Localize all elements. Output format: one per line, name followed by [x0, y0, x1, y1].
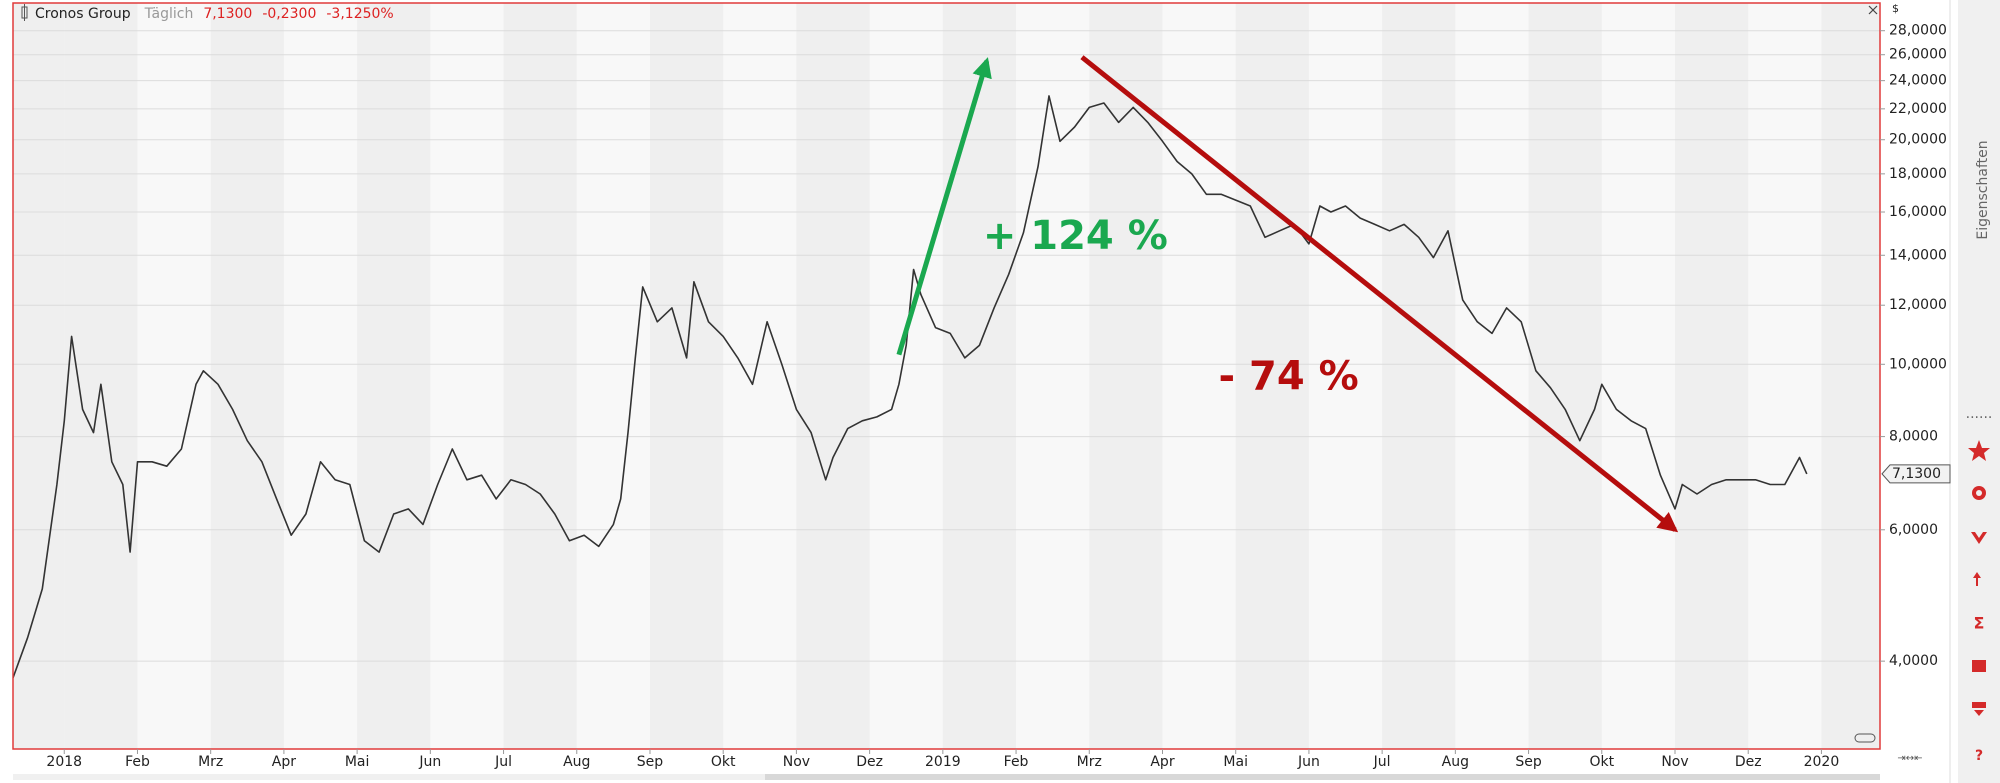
plot-area [13, 3, 1880, 749]
month-band [1674, 3, 1749, 749]
x-tick-label: Mrz [198, 754, 223, 770]
y-tick-label: 26,0000 [1889, 47, 1947, 63]
calendar-icon[interactable] [1972, 660, 1986, 672]
change: -0,2300 [262, 6, 316, 22]
y-tick-label: 4,0000 [1889, 653, 1938, 669]
month-band [1089, 3, 1163, 749]
instrument-name: Cronos Group [35, 6, 131, 22]
month-band [503, 3, 577, 749]
x-tick-label: Aug [563, 754, 590, 770]
x-tick-label: Dez [856, 754, 883, 770]
last-price-label: 7,1300 [1892, 466, 1941, 482]
x-tick-label: Jul [494, 754, 512, 770]
x-tick-label: Nov [783, 754, 810, 770]
month-band [942, 3, 1017, 749]
close-icon[interactable] [1868, 5, 1878, 15]
y-tick-label: 24,0000 [1889, 73, 1947, 89]
month-band [1821, 3, 1880, 749]
month-band [1382, 3, 1456, 749]
month-band [357, 3, 431, 749]
x-tick-label: 2018 [46, 754, 82, 770]
x-tick-label: Mrz [1077, 754, 1102, 770]
change-pct: -3,1250% [326, 6, 393, 22]
side-panel-divider: ······ [1966, 410, 1993, 426]
month-band [796, 3, 870, 749]
side-panel-label[interactable]: Eigenschaften [1975, 140, 1991, 239]
x-tick-label: Dez [1735, 754, 1762, 770]
sum-icon[interactable]: Σ [1974, 614, 1985, 633]
y-tick-label: 28,0000 [1889, 23, 1947, 39]
toolbar: Σ ? [1968, 440, 1990, 764]
y-tick-label: 18,0000 [1889, 166, 1947, 182]
annotation-arrow [1080, 55, 1679, 533]
settings-icon-hole[interactable] [1976, 490, 1982, 496]
month-band [64, 3, 138, 749]
annotation-label: + 124 % [983, 213, 1168, 259]
y-tick-label: 20,0000 [1889, 132, 1947, 148]
x-tick-label: 2019 [925, 754, 961, 770]
price-line [13, 95, 1808, 679]
y-tick-label: 8,0000 [1889, 429, 1938, 445]
annotation-arrow [896, 57, 992, 356]
y-tick-label: 22,0000 [1889, 101, 1947, 117]
x-tick-label: Aug [1442, 754, 1469, 770]
month-band [13, 3, 65, 749]
x-tick-label: Sep [637, 754, 664, 770]
x-tick-label: Mai [345, 754, 370, 770]
download-icon[interactable] [1974, 710, 1984, 716]
x-tick-label: Apr [1150, 754, 1174, 770]
x-tick-label: Mai [1223, 754, 1248, 770]
x-tick-label: Feb [125, 754, 150, 770]
y-axis-label: $ [1892, 2, 1899, 15]
y-tick-label: 6,0000 [1889, 522, 1938, 538]
download-icon[interactable] [1972, 702, 1986, 708]
compare-icon[interactable] [1973, 572, 1981, 586]
x-tick-label: 2020 [1804, 754, 1840, 770]
plot-border [12, 2, 1881, 750]
y-tick-label: 10,0000 [1889, 356, 1947, 372]
x-tick-label: Nov [1661, 754, 1688, 770]
last-price-box [1881, 464, 1951, 484]
annotation-label: - 74 % [1218, 354, 1358, 400]
nav-icons[interactable]: ⇥↔⇤ [1897, 753, 1922, 764]
header: Cronos Group Täglich 7,1300 -0,2300 -3,1… [21, 4, 394, 22]
close-button[interactable] [1868, 5, 1878, 15]
x-tick-label: Jun [418, 754, 441, 770]
y-tick-label: 12,0000 [1889, 297, 1947, 313]
x-tick-label: Okt [711, 754, 736, 770]
zoom-handle[interactable] [1854, 733, 1876, 743]
favorite-icon[interactable] [1968, 440, 1990, 461]
x-tick-label: Feb [1004, 754, 1029, 770]
x-tick-label: Sep [1515, 754, 1542, 770]
y-tick-label: 14,0000 [1889, 247, 1947, 263]
scrollbar-thumb[interactable] [765, 774, 1880, 780]
x-tick-label: Apr [272, 754, 296, 770]
month-band [210, 3, 284, 749]
x-tick-label: Okt [1589, 754, 1614, 770]
x-tick-label: Jul [1373, 754, 1391, 770]
interval: Täglich [144, 6, 194, 22]
y-tick-label: 16,0000 [1889, 204, 1947, 220]
x-tick-label: Jun [1297, 754, 1320, 770]
month-band [1235, 3, 1309, 749]
side-panel [1958, 0, 2000, 783]
indicator-icon[interactable] [1971, 532, 1987, 544]
month-band [649, 3, 724, 749]
last-price: 7,1300 [203, 6, 252, 22]
help-icon[interactable]: ? [1975, 748, 1983, 764]
